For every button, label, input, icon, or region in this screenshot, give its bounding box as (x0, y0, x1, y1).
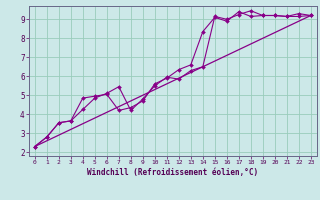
X-axis label: Windchill (Refroidissement éolien,°C): Windchill (Refroidissement éolien,°C) (87, 168, 258, 177)
